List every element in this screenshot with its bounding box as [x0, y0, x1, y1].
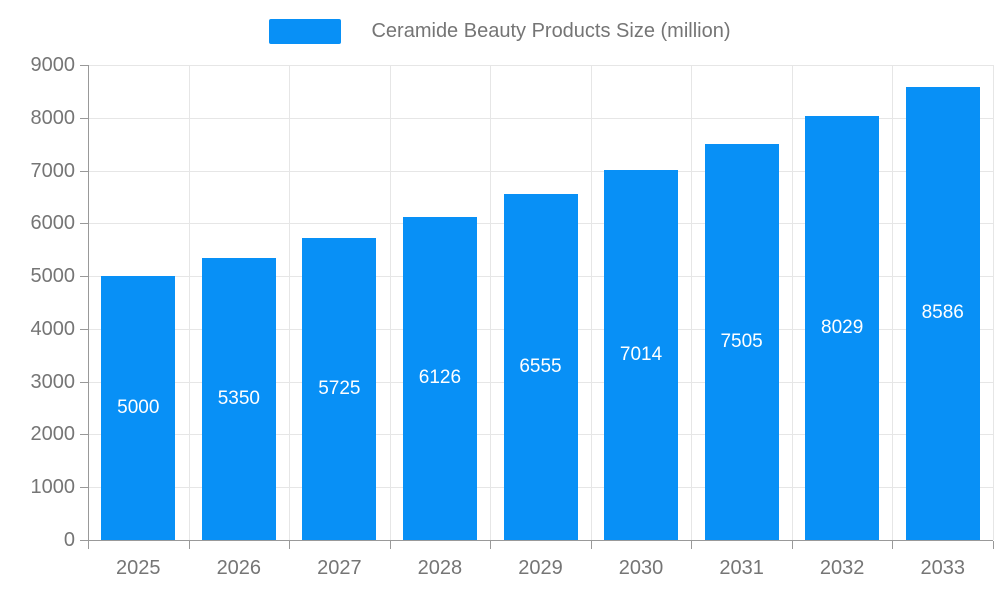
- bar[interactable]: 7014: [604, 169, 679, 540]
- x-axis-tick: [289, 541, 291, 549]
- y-axis-tick: [80, 381, 88, 383]
- bar[interactable]: 8586: [905, 86, 980, 540]
- x-axis-tick: [88, 541, 89, 549]
- bar[interactable]: 5000: [101, 276, 176, 540]
- bar-value-label: 8029: [821, 317, 864, 339]
- bar[interactable]: 5350: [201, 257, 276, 540]
- y-axis-tick-label: 3000: [30, 370, 76, 393]
- y-axis-tick-label: 9000: [30, 54, 76, 76]
- bar[interactable]: 8029: [805, 116, 880, 540]
- bar-value-label: 5725: [318, 377, 361, 399]
- bar-value-label: 5000: [117, 397, 160, 419]
- y-axis-line: [88, 65, 89, 540]
- y-axis-tick: [80, 276, 88, 278]
- bar[interactable]: 6555: [503, 194, 578, 540]
- gridline-vertical: [993, 65, 994, 540]
- y-axis-tick-label: 2000: [30, 423, 76, 446]
- bar-value-label: 8586: [921, 302, 964, 324]
- y-axis-tick-label: 1000: [30, 476, 76, 499]
- x-axis-tick-label: 2031: [719, 557, 764, 579]
- legend-swatch: [269, 18, 342, 44]
- x-axis-tick: [993, 541, 994, 549]
- gridline-vertical: [691, 65, 693, 540]
- plot-area: 0 1000 2000 3000 4000 5000 6000 7000 8000 9000 500…: [31, 54, 994, 579]
- x-axis-tick: [691, 541, 693, 549]
- x-axis-tick-label: 2027: [317, 557, 362, 579]
- x-axis-tick-label: 2033: [920, 557, 965, 579]
- gridline-vertical: [490, 65, 492, 540]
- x-axis-tick: [490, 541, 492, 549]
- x-axis-tick: [892, 541, 894, 549]
- y-axis-tick-label: 5000: [30, 265, 76, 288]
- x-axis-tick-label: 2026: [216, 557, 262, 579]
- x-axis-tick-label: 2025: [116, 557, 161, 579]
- gridline-vertical: [590, 65, 592, 540]
- legend[interactable]: Ceramide Beauty Products Size (million): [0, 18, 1000, 44]
- x-axis-tick: [188, 541, 190, 549]
- legend-label: Ceramide Beauty Products Size (million): [371, 19, 731, 42]
- x-axis-tick: [791, 541, 793, 549]
- gridline-vertical: [791, 65, 793, 540]
- bar[interactable]: 7505: [704, 143, 779, 540]
- x-axis-tick-label: 2028: [417, 557, 463, 579]
- gridline-vertical: [289, 65, 291, 540]
- bar-value-label: 7505: [720, 330, 763, 352]
- bar-value-label: 6126: [418, 367, 462, 389]
- bar[interactable]: 5725: [302, 237, 377, 540]
- x-axis-tick: [590, 541, 592, 549]
- y-axis-tick-label: 6000: [30, 212, 76, 235]
- y-axis-tick: [80, 223, 88, 225]
- x-axis-tick-label: 2032: [819, 557, 865, 579]
- bar-value-label: 7014: [619, 343, 663, 365]
- y-axis-tick-label: 7000: [30, 159, 76, 182]
- y-axis-tick: [80, 434, 88, 436]
- bar-value-label: 6555: [519, 356, 562, 378]
- gridline-vertical: [188, 65, 190, 540]
- y-axis-tick: [80, 328, 88, 330]
- bar-value-label: 5350: [217, 387, 260, 409]
- y-axis-tick: [80, 170, 88, 172]
- y-axis-tick: [80, 65, 88, 66]
- y-axis-tick: [80, 117, 88, 119]
- gridline-horizontal: [88, 170, 993, 172]
- x-axis-tick-label: 2030: [618, 557, 664, 579]
- gridline-vertical: [892, 65, 894, 540]
- gridline-horizontal: [88, 65, 993, 66]
- y-axis-tick-label: 8000: [30, 106, 76, 129]
- bar[interactable]: 6126: [402, 216, 477, 540]
- gridline-horizontal: [88, 117, 993, 119]
- y-axis-tick: [80, 540, 88, 541]
- x-axis-tick: [389, 541, 391, 549]
- y-axis-tick-label: 0: [63, 529, 75, 551]
- x-axis-line: [87, 540, 993, 541]
- x-axis-tick-label: 2029: [518, 557, 563, 579]
- gridline-vertical: [389, 65, 391, 540]
- y-axis-tick-label: 4000: [30, 317, 76, 340]
- y-axis-tick: [80, 487, 88, 489]
